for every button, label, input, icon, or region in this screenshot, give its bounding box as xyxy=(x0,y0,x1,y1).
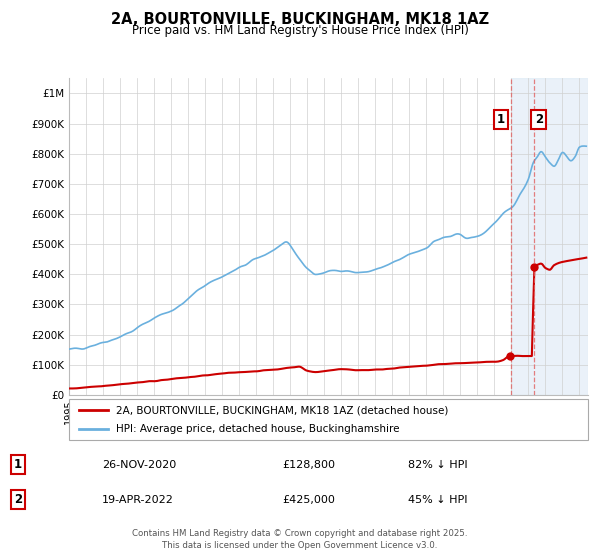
Text: 2: 2 xyxy=(14,493,22,506)
Text: Price paid vs. HM Land Registry's House Price Index (HPI): Price paid vs. HM Land Registry's House … xyxy=(131,24,469,37)
Text: 1: 1 xyxy=(14,458,22,472)
Text: 1: 1 xyxy=(497,113,505,126)
Text: 45% ↓ HPI: 45% ↓ HPI xyxy=(408,494,467,505)
Text: 82% ↓ HPI: 82% ↓ HPI xyxy=(408,460,467,470)
Text: 2: 2 xyxy=(535,113,543,126)
Text: £128,800: £128,800 xyxy=(282,460,335,470)
FancyBboxPatch shape xyxy=(69,399,588,440)
Text: 26-NOV-2020: 26-NOV-2020 xyxy=(102,460,176,470)
Text: Contains HM Land Registry data © Crown copyright and database right 2025.
This d: Contains HM Land Registry data © Crown c… xyxy=(132,529,468,550)
Text: HPI: Average price, detached house, Buckinghamshire: HPI: Average price, detached house, Buck… xyxy=(116,424,399,433)
Text: 2A, BOURTONVILLE, BUCKINGHAM, MK18 1AZ: 2A, BOURTONVILLE, BUCKINGHAM, MK18 1AZ xyxy=(111,12,489,27)
Text: 2A, BOURTONVILLE, BUCKINGHAM, MK18 1AZ (detached house): 2A, BOURTONVILLE, BUCKINGHAM, MK18 1AZ (… xyxy=(116,405,448,415)
Text: 19-APR-2022: 19-APR-2022 xyxy=(102,494,174,505)
Text: £425,000: £425,000 xyxy=(282,494,335,505)
Bar xyxy=(511,78,588,395)
